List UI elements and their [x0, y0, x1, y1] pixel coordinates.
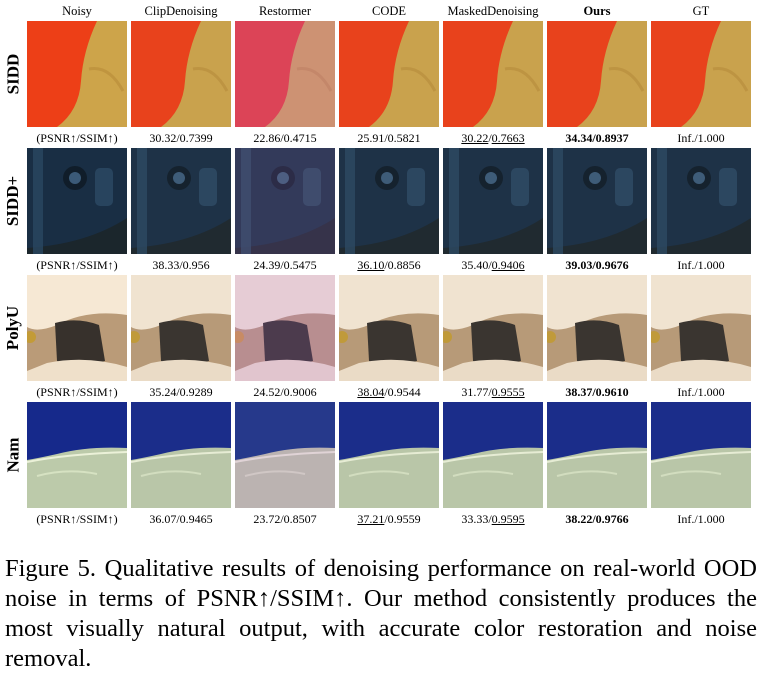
image-tile-sidd-plus-clipdenoising — [131, 148, 231, 254]
image-tile-nam-ours — [547, 402, 647, 508]
image-tile-sidd-maskeddenoising — [443, 21, 543, 127]
metric-header: (PSNR↑/SSIM↑) — [36, 385, 118, 399]
image-tile-nam-restormer — [235, 402, 335, 508]
metric-ours: 38.37/0.9610 — [565, 385, 629, 399]
image-tile-nam-code — [339, 402, 439, 508]
image-tile-polyu-gt — [651, 275, 751, 381]
image-tile-nam-noisy — [27, 402, 127, 508]
column-header-ours: Ours — [583, 4, 611, 18]
image-tile-sidd-plus-maskeddenoising — [443, 148, 543, 254]
row-label-sidd: SIDD — [3, 53, 22, 95]
image-tile-nam-gt — [651, 402, 751, 508]
metric-header: (PSNR↑/SSIM↑) — [36, 512, 118, 526]
metric-restormer: 24.39/0.5475 — [253, 258, 317, 272]
image-tile-polyu-clipdenoising — [131, 275, 231, 381]
column-header-restormer: Restormer — [258, 4, 312, 18]
image-tile-polyu-restormer — [235, 275, 335, 381]
metric-ours: 34.34/0.8937 — [565, 131, 629, 145]
metric-clipdenoising: 35.24/0.9289 — [149, 385, 213, 399]
image-tile-sidd-gt — [651, 21, 751, 127]
figure-caption: Figure 5. Qualitative results of denoisi… — [5, 555, 757, 672]
image-tile-polyu-noisy — [27, 275, 127, 381]
image-tile-polyu-ours — [547, 275, 647, 381]
metric-header: (PSNR↑/SSIM↑) — [36, 258, 118, 272]
metric-code: 37.21/0.9559 — [357, 512, 421, 526]
image-tile-sidd-plus-restormer — [235, 148, 335, 254]
image-tile-sidd-plus-ours — [547, 148, 647, 254]
row-label-polyu: PolyU — [3, 305, 23, 351]
column-header-gt: GT — [692, 4, 710, 18]
column-header-clipdenoising: ClipDenoising — [144, 4, 218, 18]
image-tile-sidd-plus-noisy — [27, 148, 127, 254]
metric-header: (PSNR↑/SSIM↑) — [36, 131, 118, 145]
image-tile-sidd-plus-gt — [651, 148, 751, 254]
column-header-maskeddenoising: MaskedDenoising — [447, 4, 539, 18]
metric-ours: 39.03/0.9676 — [565, 258, 629, 272]
image-tile-sidd-code — [339, 21, 439, 127]
metric-restormer: 24.52/0.9006 — [253, 385, 317, 399]
image-tile-sidd-clipdenoising — [131, 21, 231, 127]
metric-maskeddenoising: 30.22/0.7663 — [461, 131, 525, 145]
image-tile-sidd-ours — [547, 21, 647, 127]
column-header-code: CODE — [371, 4, 407, 18]
metric-gt: Inf./1.000 — [677, 131, 725, 145]
image-tile-sidd-restormer — [235, 21, 335, 127]
metric-code: 38.04/0.9544 — [357, 385, 421, 399]
metric-ours: 38.22/0.9766 — [565, 512, 629, 526]
qualitative-results-figure: Noisy ClipDenoising Restormer CODE MaskedDen… — [3, 4, 751, 526]
metric-restormer: 22.86/0.4715 — [253, 131, 317, 145]
metric-clipdenoising: 36.07/0.9465 — [149, 512, 213, 526]
image-tile-nam-clipdenoising — [131, 402, 231, 508]
image-tile-sidd-plus-code — [339, 148, 439, 254]
row-label-sidd-plus: SIDD+ — [3, 175, 22, 227]
metric-maskeddenoising: 31.77/0.9555 — [461, 385, 525, 399]
row-label-nam: Nam — [3, 437, 23, 473]
image-tile-nam-maskeddenoising — [443, 402, 543, 508]
column-header-noisy: Noisy — [62, 4, 92, 18]
metric-maskeddenoising: 33.33/0.9595 — [461, 512, 525, 526]
metric-code: 36.10/0.8856 — [357, 258, 421, 272]
image-tile-polyu-code — [339, 275, 439, 381]
metric-clipdenoising: 30.32/0.7399 — [149, 131, 213, 145]
metric-gt: Inf./1.000 — [677, 258, 725, 272]
metric-code: 25.91/0.5821 — [357, 131, 421, 145]
image-tile-polyu-maskeddenoising — [443, 275, 543, 381]
metric-gt: Inf./1.000 — [677, 385, 725, 399]
metric-maskeddenoising: 35.40/0.9406 — [461, 258, 525, 272]
image-tile-sidd-noisy — [27, 21, 127, 127]
metric-restormer: 23.72/0.8507 — [253, 512, 317, 526]
metric-clipdenoising: 38.33/0.956 — [152, 258, 210, 272]
metric-gt: Inf./1.000 — [677, 512, 725, 526]
